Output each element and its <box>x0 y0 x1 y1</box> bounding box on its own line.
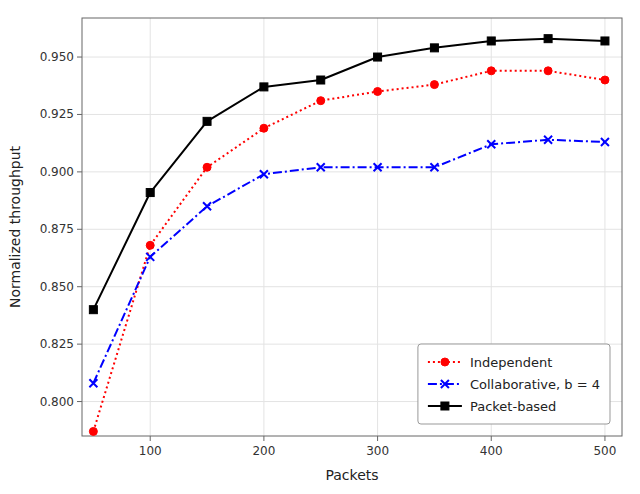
line <box>93 71 605 432</box>
tick-label: 100 <box>139 444 162 458</box>
tick <box>491 436 492 441</box>
marker <box>601 76 609 84</box>
legend-marker <box>441 402 449 410</box>
tick <box>77 286 82 287</box>
marker <box>544 35 552 43</box>
tick-label: 0.850 <box>40 280 74 294</box>
marker <box>430 44 438 52</box>
legend: Independent Collaborative, b = 4 Packet-ba… <box>418 344 610 424</box>
tick <box>604 436 605 441</box>
marker <box>260 170 268 178</box>
tick <box>77 344 82 345</box>
tick-label: 500 <box>593 444 616 458</box>
marker <box>260 83 268 91</box>
tick <box>77 229 82 230</box>
marker <box>146 253 154 261</box>
series <box>89 35 609 314</box>
chart: 100 200 300 400 500 0.800 0.825 0.850 0.875 0.900… <box>0 0 640 494</box>
grid <box>82 18 622 436</box>
tick <box>77 401 82 402</box>
marker <box>487 140 495 148</box>
marker <box>544 67 552 75</box>
marker <box>203 117 211 125</box>
tick <box>150 436 151 441</box>
marker <box>260 124 268 132</box>
marker <box>317 76 325 84</box>
tick-label: 0.925 <box>40 107 74 121</box>
marker <box>89 427 97 435</box>
axes: 100 200 300 400 500 0.800 0.825 0.850 0.875 0.900… <box>40 18 622 458</box>
tick-label: 300 <box>366 444 389 458</box>
grid-line <box>82 114 622 115</box>
legend-marker <box>441 358 449 366</box>
plot-area <box>82 18 622 436</box>
y-axis-label: Normalized throughput <box>7 145 23 308</box>
legend-box <box>418 344 610 424</box>
tick <box>77 171 82 172</box>
marker <box>487 37 495 45</box>
legend-label: Independent <box>470 355 552 370</box>
series <box>89 67 609 436</box>
grid-line <box>82 171 622 172</box>
marker <box>487 67 495 75</box>
marker <box>430 81 438 89</box>
marker <box>146 189 154 197</box>
grid-line <box>377 18 378 436</box>
grid-line <box>82 57 622 58</box>
marker <box>430 163 438 171</box>
tick-label: 0.950 <box>40 50 74 64</box>
legend-label: Packet-based <box>470 399 556 414</box>
marker <box>374 87 382 95</box>
marker <box>317 97 325 105</box>
tick-label: 0.825 <box>40 337 74 351</box>
marker <box>374 53 382 61</box>
tick <box>377 436 378 441</box>
marker <box>601 138 609 146</box>
legend-marker <box>441 380 449 388</box>
tick <box>77 114 82 115</box>
marker <box>601 37 609 45</box>
marker <box>317 163 325 171</box>
marker <box>203 163 211 171</box>
tick <box>263 436 264 441</box>
marker <box>89 379 97 387</box>
grid-line <box>82 286 622 287</box>
tick-label: 0.900 <box>40 165 74 179</box>
marker <box>146 241 154 249</box>
legend-label: Collaborative, b = 4 <box>470 377 600 392</box>
tick-label: 0.875 <box>40 222 74 236</box>
marker <box>374 163 382 171</box>
tick-label: 400 <box>480 444 503 458</box>
marker <box>89 306 97 314</box>
grid-line <box>150 18 151 436</box>
grid-line <box>263 18 264 436</box>
marker <box>544 136 552 144</box>
tick-label: 0.800 <box>40 395 74 409</box>
tick-label: 200 <box>252 444 275 458</box>
tick <box>77 57 82 58</box>
marker <box>203 202 211 210</box>
x-axis-label: Packets <box>325 467 378 483</box>
line <box>93 39 605 310</box>
plot-frame <box>82 18 622 436</box>
